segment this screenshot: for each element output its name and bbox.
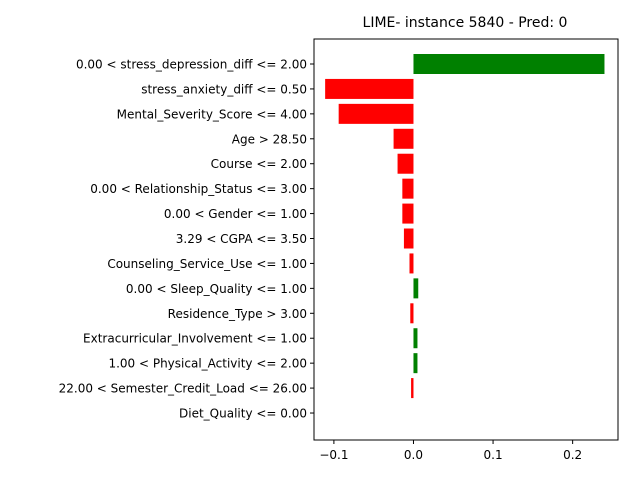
bar-4	[397, 153, 414, 174]
bar-13	[411, 378, 414, 399]
x-tick-label-1: 0.0	[404, 448, 423, 462]
y-tick-label-2: Mental_Severity_Score <= 4.00	[117, 107, 307, 121]
bar-1	[325, 78, 414, 99]
y-tick-label-7: 3.29 < CGPA <= 3.50	[176, 232, 307, 246]
y-tick-label-8: Counseling_Service_Use <= 1.00	[107, 257, 307, 271]
y-tick-label-14: Diet_Quality <= 0.00	[179, 407, 307, 421]
bar-7	[403, 228, 414, 249]
x-tick-label-3: 0.2	[563, 448, 582, 462]
y-tick-label-4: Course <= 2.00	[211, 157, 307, 171]
plot-area-frame	[313, 38, 619, 441]
y-tick-label-9: 0.00 < Sleep_Quality <= 1.00	[126, 282, 307, 296]
y-tick-label-1: stress_anxiety_diff <= 0.50	[141, 82, 307, 96]
bar-8	[409, 253, 414, 274]
y-tick-label-11: Extracurricular_Involvement <= 1.00	[83, 332, 307, 346]
y-tick-label-6: 0.00 < Gender <= 1.00	[164, 207, 307, 221]
y-tick-label-10: Residence_Type > 3.00	[168, 307, 307, 321]
y-tick-label-12: 1.00 < Physical_Activity <= 2.00	[108, 357, 307, 371]
bar-2	[338, 103, 414, 124]
x-tick-label-0: −0.1	[319, 448, 348, 462]
bar-11	[413, 328, 418, 349]
bar-12	[413, 353, 418, 374]
y-tick-label-13: 22.00 < Semester_Credit_Load <= 26.00	[59, 382, 307, 396]
y-tick-label-3: Age > 28.50	[232, 132, 307, 146]
bar-3	[393, 128, 414, 149]
bars-group	[325, 54, 605, 399]
chart-title: LIME- instance 5840 - Pred: 0	[363, 15, 568, 31]
y-tick-label-0: 0.00 < stress_depression_diff <= 2.00	[76, 58, 307, 72]
bar-0	[413, 54, 605, 74]
bar-9	[413, 278, 419, 299]
y-tick-labels: 0.00 < stress_depression_diff <= 2.00 str…	[59, 58, 314, 421]
bar-10	[410, 303, 414, 324]
bar-5	[402, 178, 414, 199]
y-tick-label-5: 0.00 < Relationship_Status <= 3.00	[90, 182, 307, 196]
bar-6	[402, 203, 414, 224]
x-tick-labels: −0.1 0.0 0.1 0.2	[319, 440, 582, 462]
x-tick-label-2: 0.1	[484, 448, 503, 462]
